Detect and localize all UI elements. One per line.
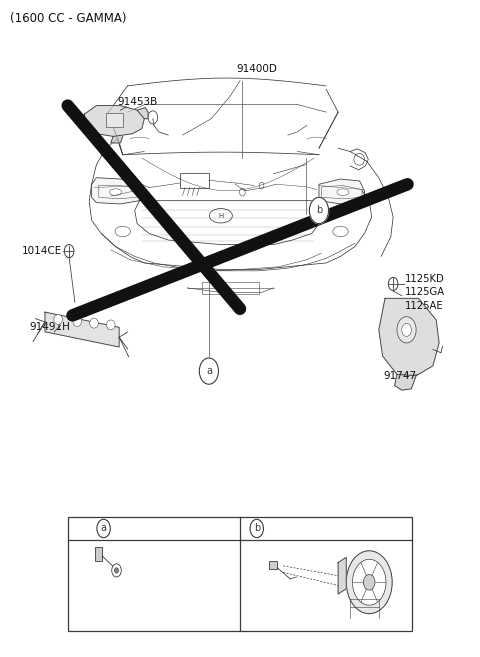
Bar bbox=[180, 173, 209, 187]
Ellipse shape bbox=[115, 226, 131, 237]
Polygon shape bbox=[80, 114, 86, 130]
Circle shape bbox=[64, 244, 74, 258]
Circle shape bbox=[363, 574, 375, 590]
Text: 91400D: 91400D bbox=[236, 64, 277, 74]
Circle shape bbox=[97, 519, 110, 537]
Circle shape bbox=[310, 197, 328, 223]
Polygon shape bbox=[338, 557, 346, 594]
Bar bbox=[202, 282, 259, 294]
Polygon shape bbox=[395, 374, 416, 390]
Circle shape bbox=[199, 358, 218, 384]
Circle shape bbox=[148, 111, 157, 124]
Text: 1014CE: 1014CE bbox=[22, 246, 62, 256]
Text: 1125GA: 1125GA bbox=[405, 288, 445, 298]
Ellipse shape bbox=[333, 226, 348, 237]
Text: 1125KD: 1125KD bbox=[405, 275, 445, 284]
Polygon shape bbox=[92, 177, 140, 204]
Text: (1600 CC - GAMMA): (1600 CC - GAMMA) bbox=[10, 12, 127, 26]
Ellipse shape bbox=[109, 189, 121, 195]
Text: 91453B: 91453B bbox=[117, 97, 157, 107]
Circle shape bbox=[388, 277, 398, 290]
Circle shape bbox=[97, 519, 110, 537]
Bar bbox=[96, 547, 102, 561]
Circle shape bbox=[402, 323, 411, 336]
Ellipse shape bbox=[337, 189, 349, 195]
Polygon shape bbox=[319, 179, 364, 204]
Bar bbox=[106, 113, 123, 127]
Text: b: b bbox=[316, 206, 322, 215]
Text: 91491H: 91491H bbox=[29, 322, 70, 332]
Text: 1125AE: 1125AE bbox=[405, 300, 444, 311]
Circle shape bbox=[112, 564, 121, 577]
Text: b: b bbox=[253, 524, 260, 533]
Text: 1141AC: 1141AC bbox=[271, 524, 312, 533]
Text: H: H bbox=[218, 213, 224, 219]
Bar bbox=[68, 516, 412, 631]
Ellipse shape bbox=[354, 154, 364, 166]
Text: 91234A: 91234A bbox=[132, 597, 171, 607]
Circle shape bbox=[259, 182, 264, 189]
Ellipse shape bbox=[107, 320, 115, 330]
Polygon shape bbox=[111, 137, 123, 143]
Text: 91747: 91747 bbox=[384, 371, 417, 381]
Text: a: a bbox=[206, 366, 212, 376]
Circle shape bbox=[240, 188, 245, 196]
Circle shape bbox=[199, 358, 218, 384]
Ellipse shape bbox=[209, 208, 232, 223]
Circle shape bbox=[115, 568, 119, 573]
Polygon shape bbox=[84, 106, 144, 137]
Circle shape bbox=[352, 559, 386, 605]
Circle shape bbox=[250, 519, 264, 537]
Circle shape bbox=[250, 519, 264, 537]
Text: a: a bbox=[101, 524, 107, 533]
Circle shape bbox=[310, 197, 328, 223]
Ellipse shape bbox=[54, 315, 62, 325]
Circle shape bbox=[397, 317, 416, 343]
Ellipse shape bbox=[73, 317, 82, 327]
Ellipse shape bbox=[90, 318, 98, 328]
Circle shape bbox=[346, 551, 392, 614]
Polygon shape bbox=[137, 108, 148, 119]
Polygon shape bbox=[45, 312, 119, 347]
Polygon shape bbox=[379, 298, 439, 376]
Bar bbox=[269, 561, 277, 569]
